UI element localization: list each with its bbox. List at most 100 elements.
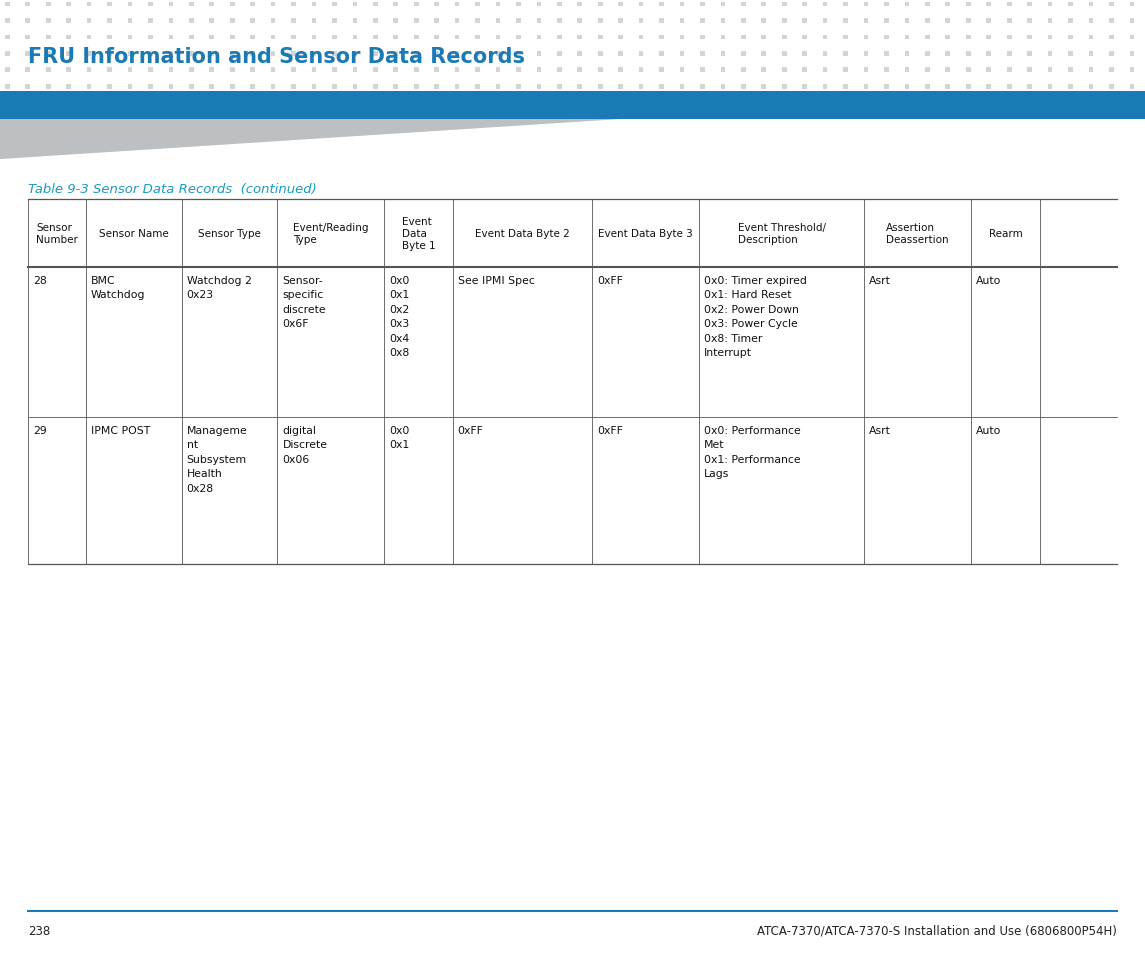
Bar — [230, 52, 235, 56]
Bar — [413, 85, 419, 90]
Bar — [905, 3, 909, 8]
Bar — [946, 35, 950, 40]
Bar — [127, 101, 133, 106]
Bar — [251, 69, 255, 73]
Bar — [577, 69, 582, 73]
Bar — [455, 35, 459, 40]
Bar — [5, 35, 9, 40]
Bar — [496, 101, 500, 106]
Bar — [803, 19, 807, 24]
Text: Event
Data
Byte 1: Event Data Byte 1 — [402, 217, 435, 251]
Bar — [311, 19, 316, 24]
Bar — [966, 35, 971, 40]
Bar — [720, 85, 725, 90]
Bar — [66, 52, 71, 56]
Bar — [1089, 19, 1093, 24]
Bar — [373, 3, 378, 8]
Bar — [925, 101, 930, 106]
Bar — [311, 69, 316, 73]
Bar — [700, 3, 705, 8]
Bar — [394, 85, 398, 90]
Text: Watchdog: Watchdog — [90, 291, 145, 300]
Bar — [25, 101, 30, 106]
Bar — [863, 35, 868, 40]
Bar — [1129, 69, 1135, 73]
Bar — [1110, 101, 1114, 106]
Text: 0x06: 0x06 — [283, 455, 309, 464]
Text: 0x1: Hard Reset: 0x1: Hard Reset — [704, 291, 791, 300]
Bar — [823, 101, 828, 106]
Text: nt: nt — [187, 440, 198, 450]
Bar — [1027, 101, 1032, 106]
Bar — [843, 35, 848, 40]
Bar — [413, 3, 419, 8]
Bar — [946, 3, 950, 8]
Bar — [720, 52, 725, 56]
Bar — [210, 3, 214, 8]
Bar — [946, 52, 950, 56]
Text: Sensor-: Sensor- — [283, 275, 323, 286]
Bar — [373, 69, 378, 73]
Bar — [741, 19, 745, 24]
Bar — [618, 35, 623, 40]
Bar — [127, 52, 133, 56]
Bar — [87, 85, 92, 90]
Bar — [1129, 85, 1135, 90]
Bar — [5, 69, 9, 73]
Text: 0x0: 0x0 — [389, 275, 410, 286]
Bar — [108, 19, 112, 24]
Bar — [66, 19, 71, 24]
Bar — [1027, 3, 1032, 8]
Bar — [761, 101, 766, 106]
Bar — [311, 35, 316, 40]
Bar — [475, 52, 480, 56]
Bar — [475, 19, 480, 24]
Text: digital: digital — [283, 426, 316, 436]
Bar — [1089, 101, 1093, 106]
Bar — [577, 101, 582, 106]
Bar — [353, 52, 357, 56]
Bar — [353, 85, 357, 90]
Bar — [782, 85, 787, 90]
Bar — [803, 69, 807, 73]
Bar — [1089, 52, 1093, 56]
Bar — [782, 19, 787, 24]
Bar — [87, 35, 92, 40]
Bar — [863, 52, 868, 56]
Bar — [946, 69, 950, 73]
Bar — [803, 35, 807, 40]
Bar — [537, 35, 542, 40]
Bar — [1048, 3, 1052, 8]
Bar — [720, 35, 725, 40]
Text: 0x1: 0x1 — [389, 291, 410, 300]
Bar — [863, 3, 868, 8]
Bar — [394, 101, 398, 106]
Bar — [1048, 69, 1052, 73]
Bar — [986, 69, 992, 73]
Bar — [230, 85, 235, 90]
Bar — [680, 85, 685, 90]
Bar — [639, 35, 643, 40]
Bar — [905, 35, 909, 40]
Bar — [720, 101, 725, 106]
Bar — [1006, 69, 1011, 73]
Bar — [1048, 85, 1052, 90]
Bar — [168, 35, 173, 40]
Bar — [1006, 101, 1011, 106]
Bar — [537, 52, 542, 56]
Bar — [210, 85, 214, 90]
Bar — [168, 52, 173, 56]
Bar — [475, 3, 480, 8]
Bar — [884, 85, 889, 90]
Bar — [598, 52, 602, 56]
Bar — [1068, 69, 1073, 73]
Bar — [639, 69, 643, 73]
Bar — [905, 101, 909, 106]
Bar — [127, 19, 133, 24]
Text: Health: Health — [187, 469, 222, 479]
Bar — [1129, 101, 1135, 106]
Bar — [168, 101, 173, 106]
Bar — [291, 101, 295, 106]
Bar — [148, 3, 152, 8]
Bar — [291, 19, 295, 24]
